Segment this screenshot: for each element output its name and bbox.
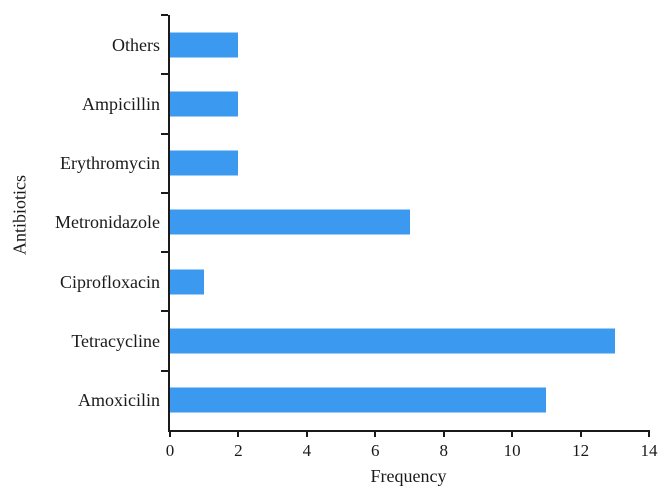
x-axis-tick-label: 10 — [503, 441, 521, 460]
bar-erythromycin — [170, 150, 239, 176]
x-axis-tick-label: 0 — [165, 441, 175, 460]
category-row-amoxicilin: Amoxicilin — [78, 371, 649, 430]
x-axis-tick-label: 4 — [302, 441, 312, 460]
y-axis-tick — [161, 310, 168, 313]
x-axis-tick — [169, 430, 171, 437]
bar-metronidazole — [170, 209, 410, 235]
bar-ciprofloxacin — [170, 269, 205, 295]
x-axis-tick-label: 12 — [572, 441, 590, 460]
x-axis-tick — [374, 430, 377, 437]
category-row-others: Others — [112, 15, 649, 74]
x-axis-tick — [305, 430, 308, 437]
x-axis-tick — [511, 430, 514, 437]
bar-amoxicilin — [170, 387, 547, 413]
bar-tetracycline — [170, 328, 615, 354]
category-row-tetracycline: Tetracycline — [71, 311, 649, 370]
category-row-ampicillin: Ampicillin — [82, 74, 649, 133]
plot-area: Others Ampicillin Erythromycin Metronidazol… — [55, 14, 658, 459]
category-label: Ampicillin — [82, 93, 160, 114]
category-label: Amoxicilin — [78, 390, 160, 411]
x-axis-tick-label: 8 — [439, 441, 448, 460]
x-axis-tick-label: 2 — [234, 441, 243, 460]
y-axis-tick — [161, 132, 168, 135]
bar-ampicillin — [170, 91, 239, 117]
y-axis-tick — [161, 191, 168, 194]
category-label: Tetracycline — [71, 331, 160, 352]
bar-others — [170, 32, 239, 58]
y-axis-tick — [161, 14, 168, 16]
x-axis-tick — [442, 430, 445, 437]
x-axis-tick-label: 14 — [640, 441, 658, 460]
x-axis-tick-label: 6 — [371, 441, 380, 460]
category-row-erythromycin: Erythromycin — [60, 134, 649, 193]
y-axis-tick — [161, 73, 168, 76]
category-label: Erythromycin — [60, 153, 160, 174]
category-row-metronidazole: Metronidazole — [55, 193, 649, 252]
category-label: Ciprofloxacin — [60, 271, 160, 292]
y-axis-title: Antibiotics — [9, 175, 30, 255]
x-axis-tick — [648, 430, 650, 437]
category-label: Others — [112, 34, 160, 55]
x-axis-tick — [579, 430, 582, 437]
x-axis-tick — [237, 430, 240, 437]
category-label: Metronidazole — [55, 212, 160, 233]
x-axis-title: Frequency — [370, 466, 447, 486]
y-axis-tick — [161, 251, 168, 254]
category-row-ciprofloxacin: Ciprofloxacin — [60, 252, 649, 311]
y-axis-tick — [161, 369, 168, 372]
